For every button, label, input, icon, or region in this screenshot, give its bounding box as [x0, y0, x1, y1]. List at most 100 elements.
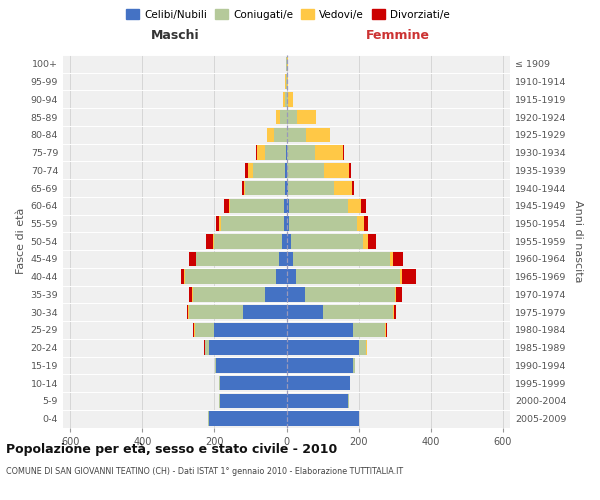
Bar — [393, 252, 403, 266]
Text: Femmine: Femmine — [366, 28, 430, 42]
Bar — [287, 234, 291, 248]
Bar — [283, 92, 284, 106]
Bar — [229, 198, 230, 213]
Bar — [220, 216, 221, 231]
Bar — [287, 163, 324, 178]
Bar — [219, 376, 220, 390]
Bar — [284, 92, 287, 106]
Bar — [189, 287, 192, 302]
Bar — [256, 146, 257, 160]
Bar — [287, 181, 334, 196]
Bar — [359, 340, 366, 355]
Bar — [188, 305, 189, 320]
Bar — [219, 394, 220, 408]
Bar — [287, 128, 307, 142]
Y-axis label: Anni di nascita: Anni di nascita — [573, 200, 583, 282]
Bar — [285, 181, 287, 196]
Bar — [287, 270, 296, 284]
Bar — [289, 198, 348, 213]
Bar — [245, 163, 248, 178]
Bar — [385, 322, 386, 337]
Bar — [296, 270, 400, 284]
Bar — [220, 394, 287, 408]
Bar — [268, 128, 274, 142]
Bar — [220, 376, 287, 390]
Bar — [274, 128, 287, 142]
Bar — [357, 216, 364, 231]
Text: Maschi: Maschi — [151, 28, 199, 42]
Bar — [275, 110, 280, 124]
Bar — [287, 305, 323, 320]
Bar — [343, 146, 344, 160]
Bar — [287, 198, 289, 213]
Bar — [189, 252, 196, 266]
Bar — [363, 234, 368, 248]
Bar — [296, 110, 316, 124]
Bar — [245, 181, 285, 196]
Bar — [289, 216, 357, 231]
Bar — [287, 287, 305, 302]
Bar — [205, 340, 209, 355]
Bar — [323, 305, 393, 320]
Bar — [193, 322, 194, 337]
Bar — [287, 322, 353, 337]
Bar — [287, 376, 350, 390]
Bar — [193, 287, 265, 302]
Bar — [196, 252, 279, 266]
Bar — [287, 358, 353, 372]
Bar — [348, 198, 361, 213]
Bar — [291, 234, 363, 248]
Bar — [287, 110, 296, 124]
Bar — [265, 146, 286, 160]
Bar — [184, 270, 185, 284]
Bar — [209, 412, 287, 426]
Bar — [395, 287, 397, 302]
Bar — [287, 74, 288, 89]
Bar — [305, 287, 395, 302]
Text: Popolazione per età, sesso e stato civile - 2010: Popolazione per età, sesso e stato civil… — [6, 442, 337, 456]
Bar — [221, 216, 284, 231]
Bar — [348, 394, 349, 408]
Bar — [275, 270, 287, 284]
Text: COMUNE DI SAN GIOVANNI TEATINO (CH) - Dati ISTAT 1° gennaio 2010 - Elaborazione : COMUNE DI SAN GIOVANNI TEATINO (CH) - Da… — [6, 468, 403, 476]
Bar — [253, 163, 286, 178]
Bar — [215, 358, 216, 372]
Bar — [334, 181, 352, 196]
Y-axis label: Fasce di età: Fasce di età — [16, 208, 26, 274]
Bar — [315, 146, 343, 160]
Bar — [279, 252, 287, 266]
Bar — [192, 287, 193, 302]
Bar — [206, 234, 212, 248]
Bar — [352, 181, 354, 196]
Bar — [214, 234, 282, 248]
Bar — [212, 234, 214, 248]
Bar — [244, 181, 245, 196]
Bar — [307, 128, 330, 142]
Bar — [265, 287, 287, 302]
Bar — [353, 358, 355, 372]
Bar — [394, 305, 396, 320]
Bar — [280, 110, 287, 124]
Bar — [282, 234, 287, 248]
Bar — [366, 340, 367, 355]
Bar — [216, 216, 220, 231]
Bar — [324, 163, 349, 178]
Bar — [389, 252, 393, 266]
Bar — [209, 340, 287, 355]
Bar — [287, 92, 289, 106]
Bar — [243, 305, 287, 320]
Bar — [216, 358, 287, 372]
Bar — [242, 181, 244, 196]
Bar — [400, 270, 402, 284]
Bar — [230, 198, 284, 213]
Bar — [208, 412, 209, 426]
Bar — [368, 234, 376, 248]
Bar — [287, 394, 348, 408]
Bar — [289, 92, 293, 106]
Bar — [287, 340, 359, 355]
Bar — [284, 198, 287, 213]
Bar — [330, 128, 331, 142]
Bar — [257, 146, 265, 160]
Bar — [287, 252, 293, 266]
Bar — [181, 270, 184, 284]
